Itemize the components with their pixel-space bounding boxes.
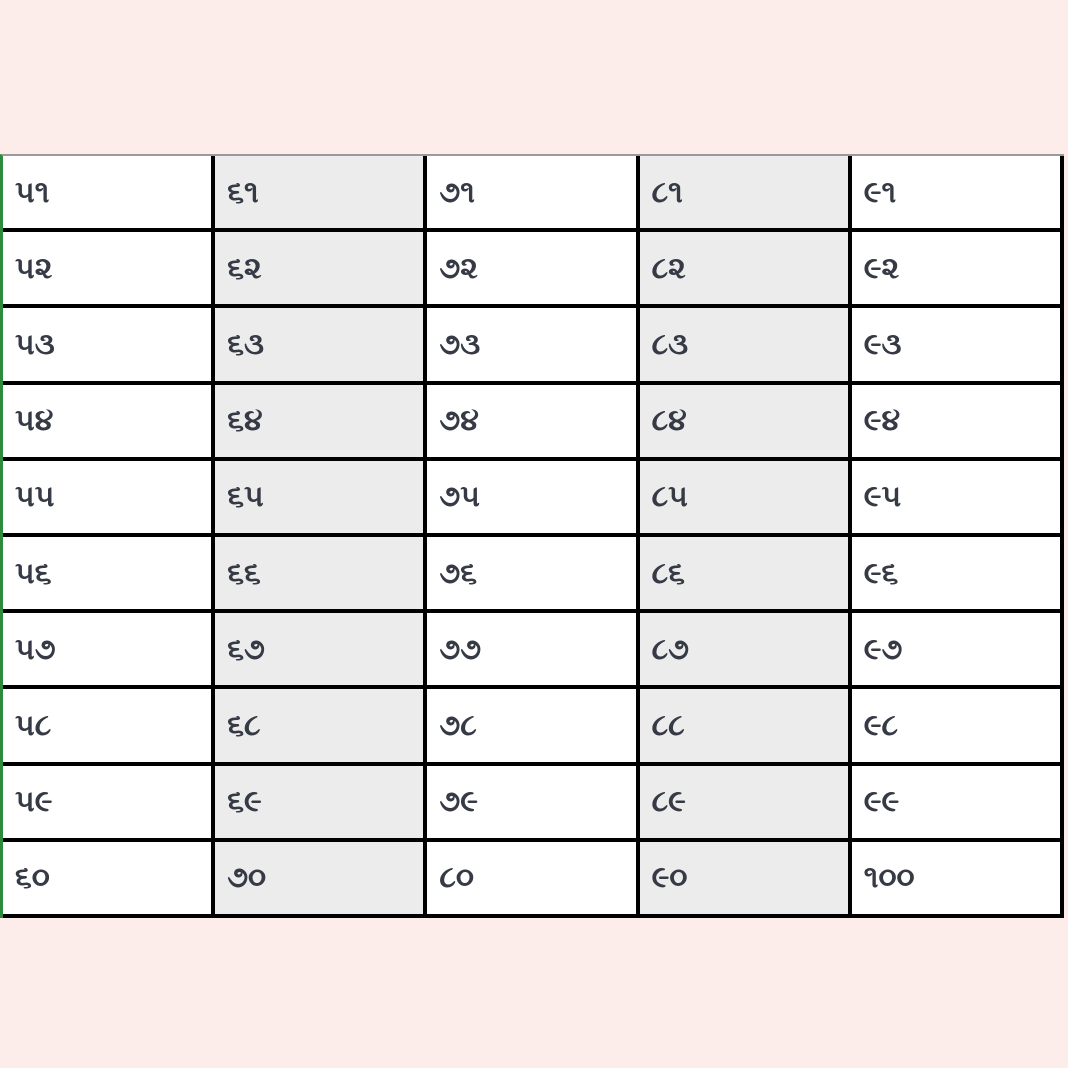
table-cell[interactable]: ૫૩: [3, 308, 216, 385]
table-cell[interactable]: ૬૦: [3, 841, 216, 918]
table-cell[interactable]: ૯૫: [851, 460, 1064, 537]
table-cell[interactable]: ૭૧: [427, 156, 640, 233]
table-cell[interactable]: ૯૩: [851, 308, 1064, 385]
table-cell[interactable]: ૯૦: [639, 841, 852, 918]
table-cell[interactable]: ૬૩: [215, 308, 428, 385]
table-cell[interactable]: ૮૪: [639, 384, 852, 461]
table-cell[interactable]: ૮૩: [639, 308, 852, 385]
table-cell[interactable]: ૮૮: [639, 689, 852, 766]
table-cell[interactable]: ૫૫: [3, 460, 216, 537]
table-cell[interactable]: ૫૭: [3, 613, 216, 690]
table-cell[interactable]: ૮૦: [427, 841, 640, 918]
table-cell[interactable]: ૬૫: [215, 460, 428, 537]
table-cell[interactable]: ૮૨: [639, 232, 852, 309]
table-cell[interactable]: ૭૮: [427, 689, 640, 766]
table-cell[interactable]: ૯૭: [851, 613, 1064, 690]
table-cell[interactable]: ૮૯: [639, 765, 852, 842]
table-cell[interactable]: ૭૯: [427, 765, 640, 842]
numbers-table: ૫૧ ૬૧ ૭૧ ૮૧ ૯૧ ૫૨ ૬૨ ૭૨ ૮૨ ૯૨ ૫૩ ૬૩ ૭૩ ૮૩ ૯૩ ૫૪ ૬૪ ૭૪ ૮૪ ૯૪…: [0, 154, 1064, 918]
table-cell[interactable]: ૯૮: [851, 689, 1064, 766]
table-cell[interactable]: ૫૯: [3, 765, 216, 842]
table-cell[interactable]: ૯૨: [851, 232, 1064, 309]
table-cell[interactable]: ૫૨: [3, 232, 216, 309]
table-cell[interactable]: ૫૬: [3, 536, 216, 614]
table-cell[interactable]: ૯૯: [851, 765, 1064, 842]
table-cell[interactable]: ૭૩: [427, 308, 640, 385]
table-cell[interactable]: ૭૪: [427, 384, 640, 461]
table-cell[interactable]: ૬૪: [215, 384, 428, 461]
table-cell[interactable]: ૭૨: [427, 232, 640, 309]
table-cell[interactable]: ૫૧: [3, 156, 216, 233]
table-cell[interactable]: ૯૪: [851, 384, 1064, 461]
table-cell[interactable]: ૮૧: [639, 156, 852, 233]
table-cell[interactable]: ૮૬: [639, 536, 852, 614]
table-cell[interactable]: ૫૮: [3, 689, 216, 766]
table-cell[interactable]: ૮૭: [639, 613, 852, 690]
table-cell[interactable]: ૬૯: [215, 765, 428, 842]
table-cell[interactable]: ૬૮: [215, 689, 428, 766]
table-cell[interactable]: ૭૭: [427, 613, 640, 690]
table-cell[interactable]: ૧૦૦: [851, 841, 1064, 918]
table-cell[interactable]: ૯૧: [851, 156, 1064, 233]
table-cell[interactable]: ૬૭: [215, 613, 428, 690]
table-cell[interactable]: ૬૬: [215, 536, 428, 614]
table-cell[interactable]: ૬૨: [215, 232, 428, 309]
table-cell[interactable]: ૬૧: [215, 156, 428, 233]
table-cell[interactable]: ૭૫: [427, 460, 640, 537]
table-cell[interactable]: ૯૬: [851, 536, 1064, 614]
table-cell[interactable]: ૮૫: [639, 460, 852, 537]
table-cell[interactable]: ૫૪: [3, 384, 216, 461]
table-cell[interactable]: ૭૬: [427, 536, 640, 614]
table-cell[interactable]: ૭૦: [215, 841, 428, 918]
